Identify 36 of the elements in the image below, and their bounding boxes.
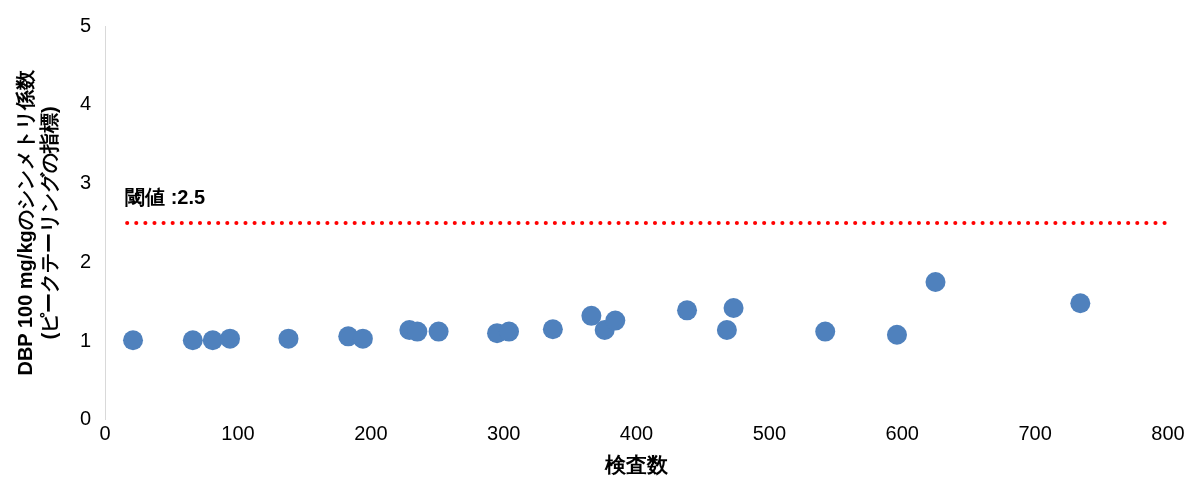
point bbox=[499, 321, 520, 342]
point bbox=[220, 328, 241, 349]
point bbox=[605, 310, 626, 331]
point bbox=[202, 330, 223, 351]
x-tick-label: 600 bbox=[885, 422, 919, 445]
point bbox=[428, 321, 449, 342]
point bbox=[542, 319, 563, 340]
y-tick-label: 0 bbox=[80, 407, 92, 430]
point bbox=[886, 324, 907, 345]
point bbox=[352, 328, 373, 349]
point bbox=[723, 297, 744, 318]
y-tick-label: 4 bbox=[80, 92, 92, 115]
point bbox=[677, 300, 698, 321]
x-tick-label: 100 bbox=[221, 422, 255, 445]
point bbox=[716, 320, 737, 341]
point bbox=[182, 330, 203, 351]
point bbox=[1070, 293, 1091, 314]
y-tick-label: 1 bbox=[80, 328, 92, 351]
ref-line-label: 閾値 :2.5 bbox=[125, 186, 206, 209]
point bbox=[278, 328, 299, 349]
x-tick-label: 200 bbox=[354, 422, 388, 445]
x-tick-label: 500 bbox=[752, 422, 787, 445]
x-tick-label: 700 bbox=[1018, 422, 1052, 445]
y-tick-label: 5 bbox=[80, 13, 92, 36]
point bbox=[815, 321, 836, 342]
x-tick-label: 800 bbox=[1151, 422, 1185, 445]
x-axis-title: 検査数 bbox=[604, 453, 670, 477]
point bbox=[123, 330, 144, 351]
y-axis-title: DBP 100 mg/kgのシンメトリ係数 (ピークテーリングの指標) bbox=[13, 69, 60, 376]
x-tick-label: 300 bbox=[487, 422, 521, 445]
point bbox=[581, 305, 602, 326]
point bbox=[925, 271, 946, 292]
y-tick-label: 3 bbox=[80, 171, 92, 194]
y-tick-label: 2 bbox=[80, 249, 92, 272]
x-tick-label: 400 bbox=[619, 422, 654, 445]
x-tick-label: 0 bbox=[99, 422, 111, 445]
